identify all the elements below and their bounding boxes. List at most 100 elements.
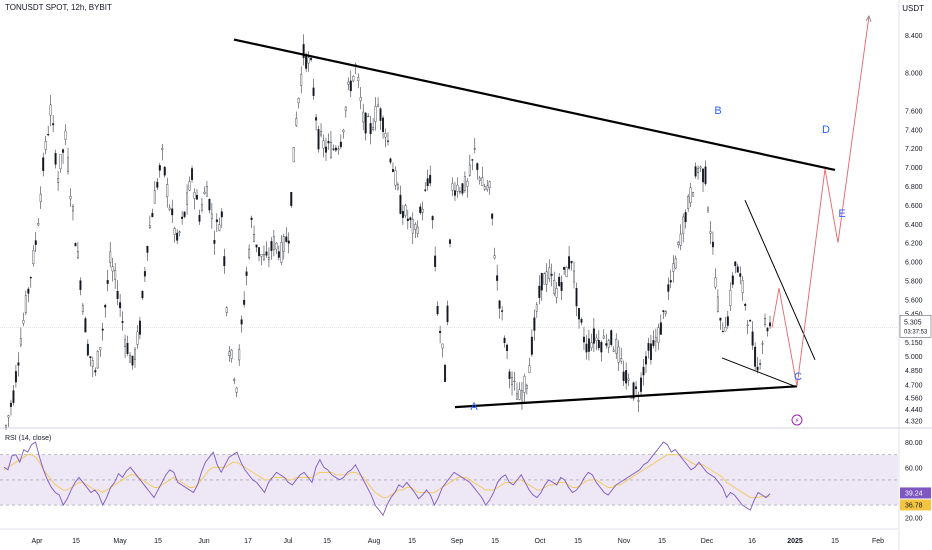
projection-arrow-head bbox=[865, 14, 872, 23]
candle-body bbox=[481, 177, 484, 186]
candle-body bbox=[389, 158, 392, 163]
candle-body bbox=[96, 351, 99, 369]
candle-body bbox=[625, 370, 628, 384]
wave-label-B: B bbox=[714, 105, 721, 117]
candle-body bbox=[607, 340, 610, 348]
countdown-label: 03:37:53 bbox=[904, 329, 928, 335]
wave-label-A: A bbox=[470, 401, 478, 413]
candle-body bbox=[468, 164, 471, 176]
candle-body bbox=[612, 349, 615, 352]
candle-body bbox=[228, 351, 231, 357]
candle-body bbox=[409, 217, 412, 220]
candle-body bbox=[193, 192, 196, 199]
candle-body bbox=[89, 356, 92, 359]
price-tick-label: 6.400 bbox=[905, 222, 923, 229]
candle-body bbox=[146, 246, 149, 253]
candle-body bbox=[357, 77, 360, 81]
rsi-tick-label: 20.00 bbox=[905, 516, 923, 523]
candle-body bbox=[434, 255, 437, 267]
candle-body bbox=[617, 346, 620, 363]
candle-body bbox=[317, 129, 320, 150]
candle-body bbox=[74, 243, 77, 247]
candle-body bbox=[91, 360, 94, 367]
candle-body bbox=[307, 57, 310, 64]
candle-body bbox=[702, 168, 705, 183]
candle-body bbox=[734, 261, 737, 267]
candle-body bbox=[42, 157, 45, 171]
candle-body bbox=[488, 181, 491, 188]
event-marker[interactable]: ⚡ bbox=[791, 414, 803, 426]
candle-body bbox=[657, 327, 660, 343]
candle-body bbox=[374, 106, 377, 122]
symbol-title: TONUSDT SPOT, 12h, BYBIT bbox=[5, 3, 112, 12]
candle-body bbox=[411, 219, 414, 234]
candle-body bbox=[553, 279, 556, 294]
candle-body bbox=[674, 258, 677, 269]
price-axis-bg bbox=[900, 0, 932, 550]
candle-body bbox=[632, 382, 635, 399]
candle-body bbox=[327, 141, 330, 144]
time-tick-label: Jun bbox=[198, 538, 209, 545]
candle-body bbox=[320, 131, 323, 136]
candle-body bbox=[555, 288, 558, 298]
candle-body bbox=[731, 275, 734, 285]
candle-body bbox=[558, 276, 561, 287]
candle-body bbox=[280, 242, 283, 263]
candle-body bbox=[543, 273, 546, 285]
candle-body bbox=[590, 342, 593, 349]
candle-body bbox=[225, 307, 228, 313]
candle-body bbox=[215, 219, 218, 222]
rsi-ma-label: 36.78 bbox=[905, 502, 923, 509]
time-tick-label: Aug bbox=[368, 538, 381, 545]
candle-body bbox=[255, 244, 258, 248]
candle-body bbox=[709, 231, 712, 234]
time-tick-label: 16 bbox=[748, 538, 756, 545]
candle-body bbox=[419, 206, 422, 214]
candle-body bbox=[501, 310, 504, 312]
candle-body bbox=[203, 191, 206, 194]
rsi-tick-label: 80.00 bbox=[905, 440, 923, 447]
candle-body bbox=[181, 216, 184, 219]
candle-body bbox=[290, 192, 293, 206]
candle-body bbox=[647, 343, 650, 351]
candle-body bbox=[243, 299, 246, 305]
price-candles bbox=[5, 34, 771, 430]
candle-body bbox=[116, 290, 119, 299]
candle-body bbox=[57, 178, 60, 183]
price-axis[interactable]: 8.400 8.000 7.600 7.400 7.200 7.000 6.800 6.600… bbox=[898, 0, 932, 550]
candle-body bbox=[461, 183, 464, 194]
time-axis[interactable]: Apr 15 May 15 Jun 17 Jul 15 Aug 15 Sep 15 Oct 15 Nov 15… bbox=[0, 528, 898, 545]
candle-body bbox=[714, 277, 717, 288]
candle-body bbox=[513, 380, 516, 383]
candle-body bbox=[233, 379, 236, 381]
price-tick-label: 5.450 bbox=[905, 312, 923, 319]
candle-body bbox=[764, 318, 767, 325]
candle-body bbox=[436, 306, 439, 315]
last-price-label: 5.305 bbox=[904, 319, 922, 326]
price-tick-label: 4.850 bbox=[905, 368, 923, 375]
candle-body bbox=[258, 247, 260, 257]
candle-body bbox=[54, 153, 57, 165]
candle-body bbox=[262, 254, 265, 261]
price-tick-label: 8.000 bbox=[905, 71, 923, 78]
candle-body bbox=[729, 290, 732, 307]
candle-body bbox=[620, 358, 623, 362]
price-tick-label: 5.000 bbox=[905, 354, 923, 361]
candle-body bbox=[640, 377, 642, 392]
projection-line bbox=[771, 15, 870, 387]
candle-body bbox=[605, 343, 608, 346]
candle-body bbox=[754, 346, 757, 367]
candle-body bbox=[525, 385, 528, 389]
price-tick-label: 5.150 bbox=[905, 340, 923, 347]
candle-body bbox=[200, 204, 203, 211]
candle-body bbox=[245, 271, 248, 276]
candle-body bbox=[62, 149, 65, 153]
candle-body bbox=[592, 328, 595, 344]
candle-body bbox=[749, 320, 752, 322]
candle-body bbox=[679, 233, 682, 246]
candle-body bbox=[414, 224, 417, 230]
candle-body bbox=[538, 285, 541, 298]
wedge-lower-line bbox=[721, 357, 796, 387]
candle-body bbox=[498, 300, 501, 309]
